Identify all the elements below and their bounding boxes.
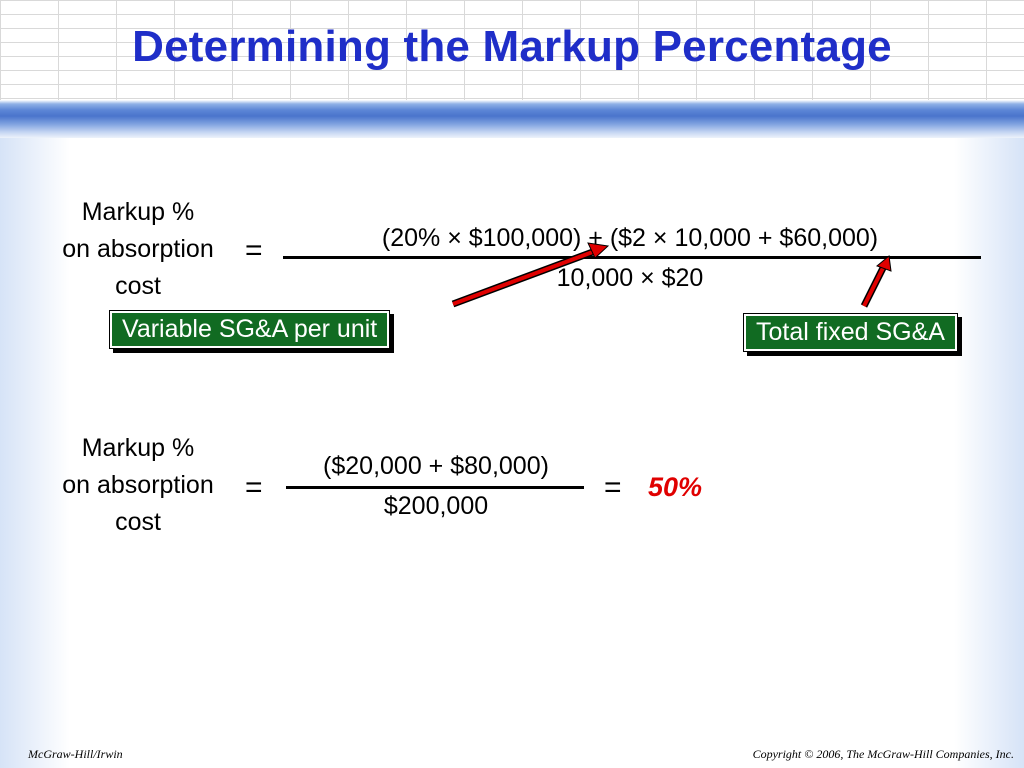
result-value: 50%: [648, 472, 703, 502]
header-grid-background: [0, 0, 1024, 100]
formula1-fraction-bar: [283, 256, 981, 259]
formula2-label: Markup % on absorption cost: [38, 430, 238, 541]
fixed-arrow-head: [876, 255, 892, 272]
formula1-label: Markup % on absorption cost: [38, 194, 238, 305]
variable-arrow: [452, 248, 599, 306]
formula1-numerator: (20% × $100,000) + ($2 × 10,000 + $60,00…: [381, 224, 879, 252]
callout-total-fixed-sga: Total fixed SG&A: [744, 314, 957, 351]
formula2-label-line: cost: [115, 508, 161, 536]
slide-title: Determining the Markup Percentage: [132, 22, 892, 71]
formula1-label-line: on absorption: [62, 235, 214, 263]
formula2-numerator: ($20,000 + $80,000): [323, 452, 549, 480]
formula2-fraction-bar: [286, 486, 584, 489]
formula1-denominator: 10,000 × $20: [556, 264, 704, 292]
formula2-equals-result: =: [604, 471, 622, 504]
formula2-label-line: Markup %: [81, 434, 195, 462]
formula1-label-line: Markup %: [81, 198, 195, 226]
formula1-label-line: cost: [115, 272, 161, 300]
footer-publisher: McGraw-Hill/Irwin: [28, 747, 123, 761]
formula2-denominator: $200,000: [383, 492, 489, 520]
formula2-equals: =: [245, 471, 263, 504]
formula1-equals: =: [245, 234, 263, 267]
callout-variable-sga: Variable SG&A per unit: [110, 311, 390, 348]
formula2-label-line: on absorption: [62, 471, 214, 499]
fixed-arrow: [862, 265, 886, 307]
header-stripe: [0, 100, 1024, 138]
variable-arrow-head: [587, 242, 610, 259]
footer-copyright: Copyright © 2006, The McGraw-Hill Compan…: [752, 747, 1014, 761]
